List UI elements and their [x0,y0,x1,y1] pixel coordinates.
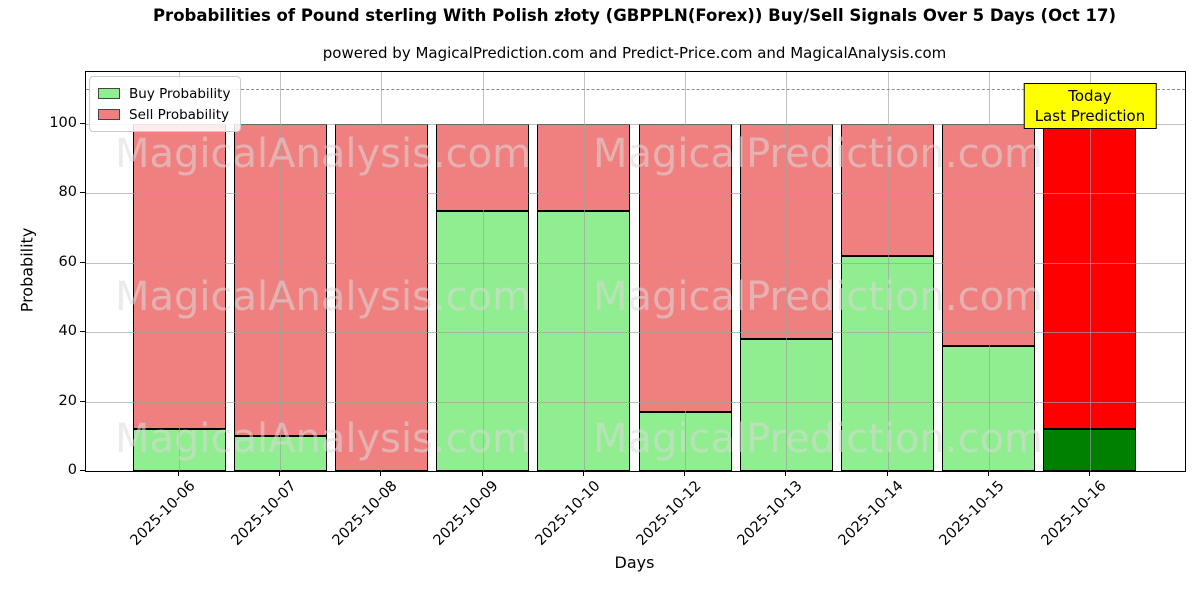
y-tick-label-0: 0 [67,462,77,478]
x-tick-mark [279,471,281,476]
v-gridline [381,72,383,471]
x-tick-mark [481,471,483,476]
legend-buy-swatch [98,88,120,99]
v-gridline [786,72,788,471]
v-gridline [988,72,990,471]
plot-area: MagicalAnalysis.com MagicalPrediction.com… [85,71,1186,472]
legend-entry-sell: Sell Probability [98,104,230,125]
y-tick-label-20: 20 [58,392,77,409]
x-tick-label-2025-10-07: 2025-10-07 [228,478,300,549]
legend-buy-label: Buy Probability [129,85,231,102]
h-gridline-20 [86,401,1185,403]
x-axis-label: Days [614,553,655,572]
v-gridline [280,72,282,471]
y-tick-label-40: 40 [58,323,77,340]
x-tick-mark [785,471,787,476]
y-tick-mark [80,400,85,402]
legend-sell-swatch [98,109,120,120]
x-tick-label-2025-10-12: 2025-10-12 [633,478,705,549]
x-tick-label-2025-10-16: 2025-10-16 [1038,478,1110,549]
x-tick-label-2025-10-10: 2025-10-10 [532,478,604,549]
h-gridline-80 [86,193,1185,195]
x-tick-mark [380,471,382,476]
x-tick-label-2025-10-09: 2025-10-09 [431,478,502,549]
x-tick-mark [582,471,584,476]
h-gridline-40 [86,332,1185,334]
y-tick-mark [80,261,85,263]
today-annotation: Today Last Prediction [1023,83,1157,129]
y-tick-mark [80,123,85,125]
x-tick-mark [178,471,179,476]
v-gridline [583,72,585,471]
y-tick-mark [80,331,85,333]
x-tick-mark [1088,471,1090,476]
chart-title: Probabilities of Pound sterling With Pol… [152,6,1117,25]
x-tick-label-2025-10-08: 2025-10-08 [329,478,401,549]
x-tick-label-2025-10-13: 2025-10-13 [734,478,806,549]
v-gridline [887,72,889,471]
legend: Buy Probability Sell Probability [89,76,242,132]
chart-subtitle: powered by MagicalPrediction.com and Pre… [322,44,947,62]
today-annotation-line1: Today [1068,87,1112,105]
x-tick-label-2025-10-15: 2025-10-15 [937,478,1009,549]
x-tick-mark [987,471,989,476]
v-gridline [482,72,484,471]
v-gridline [1089,72,1091,471]
legend-entry-buy: Buy Probability [98,83,230,104]
h-gridline-60 [86,262,1185,264]
x-tick-mark [886,471,888,476]
today-annotation-line2: Last Prediction [1034,107,1146,125]
y-tick-label-60: 60 [58,253,77,270]
legend-sell-label: Sell Probability [129,106,230,123]
v-gridline [685,72,687,471]
y-tick-label-80: 80 [58,184,77,201]
v-gridline [179,72,180,471]
today-dashed-line [86,89,1185,91]
y-tick-label-100: 100 [49,115,77,132]
h-gridline-100 [86,124,1185,126]
y-tick-mark [80,192,85,194]
y-tick-mark [80,470,85,471]
x-tick-label-2025-10-14: 2025-10-14 [835,478,907,549]
x-tick-mark [684,471,686,476]
x-tick-label-2025-10-06: 2025-10-06 [127,478,199,549]
